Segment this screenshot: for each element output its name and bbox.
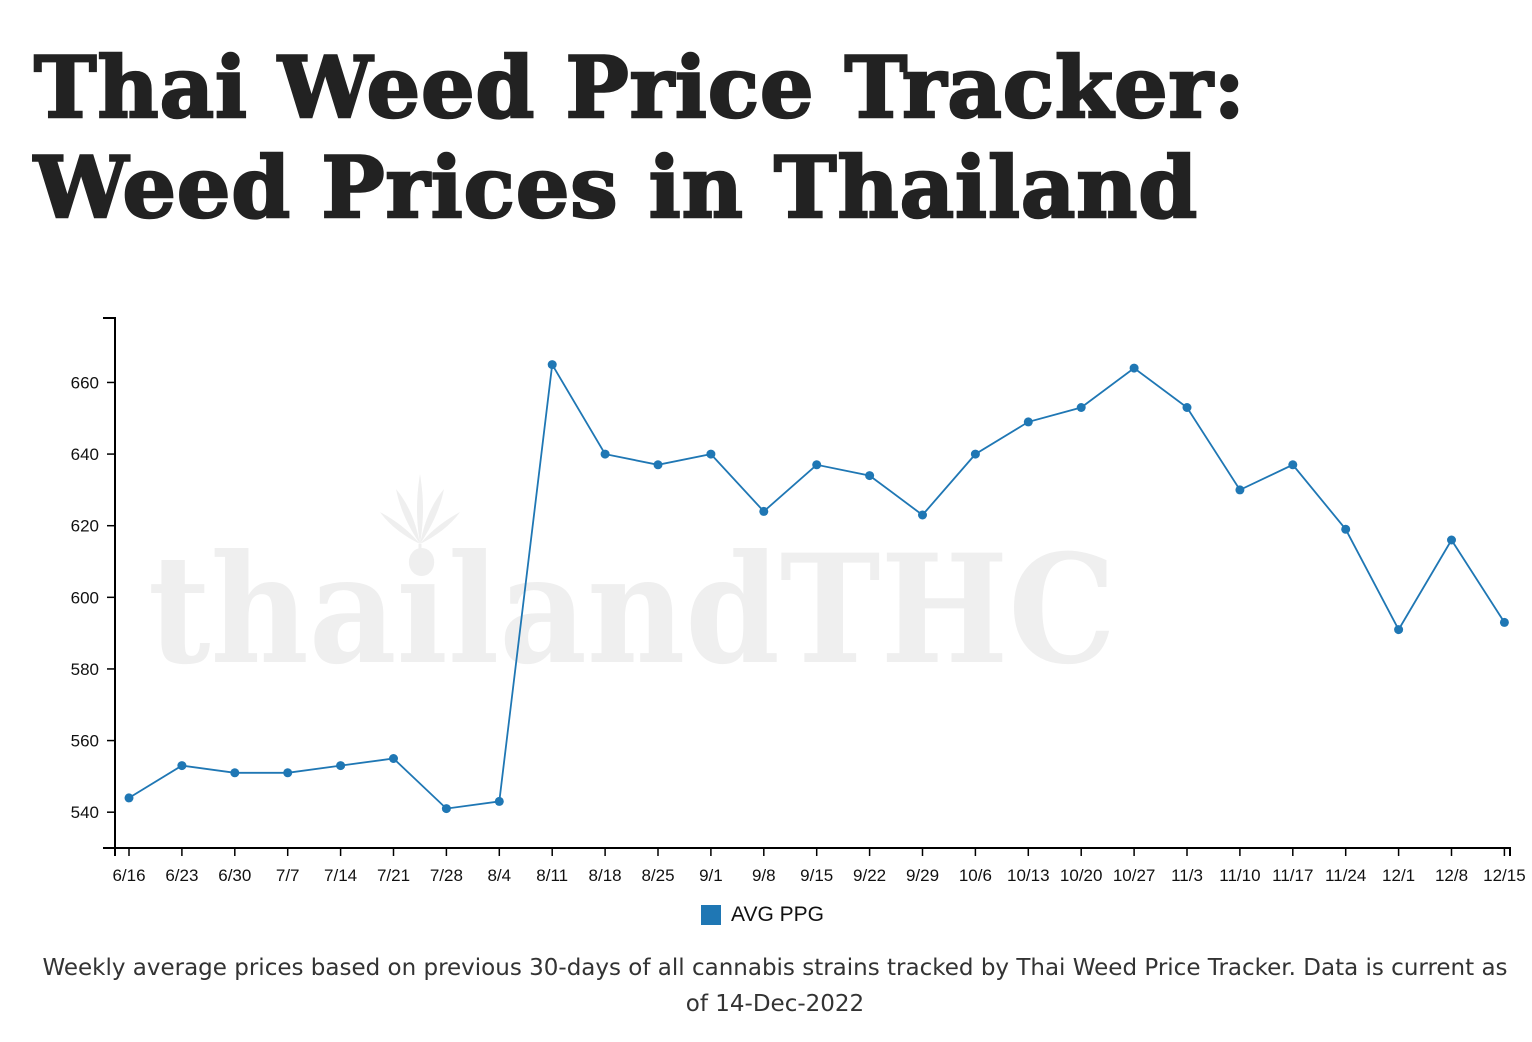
x-tick-label: 8/11 [536, 866, 568, 885]
data-point [1447, 535, 1456, 545]
x-tick-label: 7/14 [324, 866, 357, 885]
x-tick-label: 10/6 [959, 866, 992, 885]
x-tick-label: 6/30 [218, 866, 251, 885]
chart-caption: Weekly average prices based on previous … [42, 955, 1508, 1017]
data-point [177, 761, 187, 771]
y-axis: 540 560 580 600 620 640 660 [71, 317, 116, 849]
x-tick-label: 11/10 [1219, 866, 1260, 885]
data-point [389, 754, 398, 763]
data-point [1023, 417, 1033, 427]
watermark: thailandTHC [148, 474, 1116, 698]
data-point [1499, 617, 1509, 627]
data-point [1182, 403, 1192, 412]
x-tick-label: 7/21 [377, 866, 410, 885]
y-tick-label: 560 [71, 732, 99, 751]
y-tick-label: 640 [71, 445, 99, 464]
data-point [865, 471, 875, 481]
watermark-text: thailandTHC [148, 522, 1116, 698]
data-point [1235, 485, 1245, 495]
data-point [600, 449, 610, 459]
data-point [918, 510, 927, 520]
data-point [336, 761, 346, 771]
data-point [494, 796, 504, 806]
data-point [1394, 625, 1404, 635]
data-point [970, 449, 980, 459]
cannabis-leaf-icon [380, 474, 460, 558]
x-tick-label: 9/15 [800, 866, 833, 885]
data-point [283, 768, 293, 778]
legend: AVG PPG [701, 903, 824, 927]
x-tick-label: 10/13 [1007, 866, 1050, 885]
x-tick-label: 6/23 [165, 866, 198, 885]
x-tick-label: 9/22 [853, 866, 886, 885]
y-tick-label: 540 [71, 803, 99, 822]
data-point [1129, 363, 1139, 373]
data-point [441, 804, 451, 814]
page-title: Thai Weed Price Tracker: Weed Prices in … [33, 37, 1246, 239]
legend-label: AVG PPG [731, 903, 824, 926]
y-tick-label: 580 [71, 660, 99, 679]
data-point [759, 506, 769, 516]
x-tick-label: 12/15 [1483, 866, 1526, 885]
x-tick-label: 7/7 [276, 866, 300, 885]
y-axis-line [103, 317, 116, 849]
x-tick-label: 8/4 [487, 866, 511, 885]
x-tick-label: 7/28 [430, 866, 463, 885]
x-axis-line [114, 847, 1511, 856]
data-point [230, 768, 240, 778]
plot-area [124, 360, 1509, 814]
x-tick-label: 9/8 [752, 866, 776, 885]
data-point [1341, 524, 1351, 534]
x-tick-label: 11/24 [1325, 866, 1366, 885]
x-tick-label: 12/1 [1382, 866, 1415, 885]
data-point [706, 449, 716, 459]
data-point [124, 793, 134, 803]
x-tick-label: 6/16 [112, 866, 145, 885]
y-tick-label: 660 [71, 373, 99, 392]
x-tick-label: 12/8 [1435, 866, 1468, 885]
x-tick-label: 10/27 [1113, 866, 1156, 885]
y-tick-label: 620 [71, 517, 99, 536]
data-point [812, 460, 822, 470]
y-tick-label: 600 [71, 588, 99, 607]
data-point [653, 460, 663, 470]
x-tick-label: 9/1 [699, 866, 723, 885]
x-tick-label: 8/18 [589, 866, 622, 885]
data-point [1076, 403, 1086, 412]
data-point [547, 360, 557, 370]
x-tick-label: 9/29 [906, 866, 939, 885]
x-tick-label: 11/3 [1171, 866, 1203, 885]
x-tick-label: 10/20 [1060, 866, 1103, 885]
x-tick-label: 11/17 [1272, 866, 1313, 885]
x-tick-label: 8/25 [641, 866, 674, 885]
legend-swatch [701, 905, 721, 925]
data-point [1288, 460, 1298, 470]
x-axis: 6/16 6/23 6/30 7/7 7/14 7/21 7/28 8/4 8/11 8/18 8/… [112, 847, 1526, 885]
